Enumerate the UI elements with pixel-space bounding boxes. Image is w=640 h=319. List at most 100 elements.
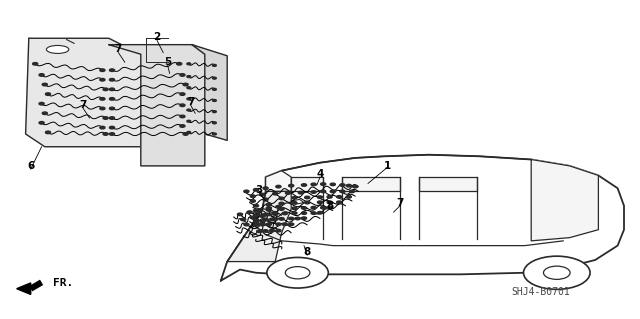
Circle shape (279, 202, 284, 205)
Circle shape (260, 193, 265, 196)
Circle shape (263, 213, 268, 216)
Circle shape (301, 184, 307, 186)
Circle shape (45, 131, 51, 134)
Circle shape (282, 223, 287, 226)
Circle shape (253, 189, 259, 191)
Circle shape (241, 218, 246, 221)
Circle shape (183, 133, 188, 135)
Text: 6: 6 (27, 161, 35, 171)
Circle shape (109, 69, 115, 71)
Circle shape (187, 131, 191, 133)
Circle shape (266, 213, 271, 216)
Circle shape (282, 212, 287, 215)
Circle shape (253, 221, 259, 224)
Circle shape (187, 76, 191, 78)
Circle shape (279, 197, 284, 200)
Circle shape (327, 201, 332, 204)
Circle shape (180, 115, 185, 118)
Circle shape (109, 88, 115, 91)
Circle shape (187, 63, 191, 65)
Circle shape (250, 195, 255, 197)
Text: 5: 5 (164, 57, 172, 67)
Circle shape (260, 220, 265, 223)
Circle shape (317, 211, 323, 214)
Circle shape (298, 191, 303, 194)
Circle shape (311, 206, 316, 209)
Circle shape (330, 190, 335, 193)
Circle shape (100, 98, 105, 100)
Text: 8: 8 (303, 247, 311, 257)
Circle shape (103, 117, 108, 119)
Text: 8: 8 (326, 201, 333, 211)
Circle shape (340, 190, 345, 193)
Circle shape (212, 88, 216, 90)
Circle shape (257, 230, 262, 233)
Circle shape (257, 209, 262, 211)
Polygon shape (266, 171, 291, 191)
Circle shape (292, 202, 297, 204)
Circle shape (109, 107, 115, 110)
Circle shape (100, 78, 105, 81)
Circle shape (253, 224, 259, 226)
Circle shape (247, 211, 252, 213)
Circle shape (276, 223, 281, 226)
Circle shape (269, 229, 275, 232)
Circle shape (212, 100, 216, 101)
Polygon shape (26, 38, 141, 147)
Text: 7: 7 (187, 97, 195, 107)
Circle shape (266, 209, 271, 211)
Text: 7: 7 (115, 44, 122, 55)
Circle shape (266, 203, 271, 206)
Circle shape (305, 201, 310, 204)
Circle shape (39, 122, 44, 124)
Circle shape (301, 212, 307, 214)
Circle shape (244, 223, 249, 226)
Circle shape (250, 216, 255, 219)
Text: 7: 7 (396, 197, 404, 208)
Circle shape (285, 192, 291, 194)
Circle shape (276, 205, 281, 208)
Circle shape (180, 93, 185, 95)
Circle shape (266, 207, 271, 209)
Circle shape (250, 200, 255, 202)
Circle shape (39, 74, 44, 76)
Circle shape (260, 215, 265, 217)
Circle shape (109, 126, 115, 129)
Circle shape (524, 256, 590, 289)
Circle shape (266, 223, 271, 226)
Text: 1: 1 (383, 161, 391, 171)
Circle shape (109, 78, 115, 81)
Circle shape (340, 184, 345, 186)
Circle shape (180, 74, 185, 76)
Circle shape (337, 196, 342, 198)
Circle shape (301, 207, 307, 209)
Circle shape (244, 190, 249, 193)
Circle shape (187, 87, 191, 89)
Text: 2: 2 (153, 32, 161, 42)
Circle shape (187, 120, 191, 122)
Circle shape (346, 196, 351, 198)
Text: SHJ4-B0701: SHJ4-B0701 (511, 287, 570, 297)
Circle shape (289, 223, 294, 226)
Circle shape (349, 190, 355, 193)
Circle shape (100, 126, 105, 129)
Circle shape (273, 211, 278, 214)
Circle shape (212, 122, 216, 124)
Circle shape (39, 102, 44, 105)
Circle shape (187, 109, 191, 111)
Circle shape (292, 207, 297, 210)
Polygon shape (109, 45, 205, 166)
Circle shape (253, 209, 259, 212)
Circle shape (33, 63, 38, 65)
Circle shape (311, 191, 316, 193)
Circle shape (263, 198, 268, 201)
Circle shape (327, 206, 332, 209)
Circle shape (276, 185, 281, 188)
Text: 3: 3 (255, 185, 263, 195)
Circle shape (321, 206, 326, 209)
Circle shape (353, 185, 358, 188)
Circle shape (212, 64, 216, 66)
Circle shape (292, 212, 297, 214)
Circle shape (260, 223, 265, 226)
Circle shape (301, 217, 307, 219)
